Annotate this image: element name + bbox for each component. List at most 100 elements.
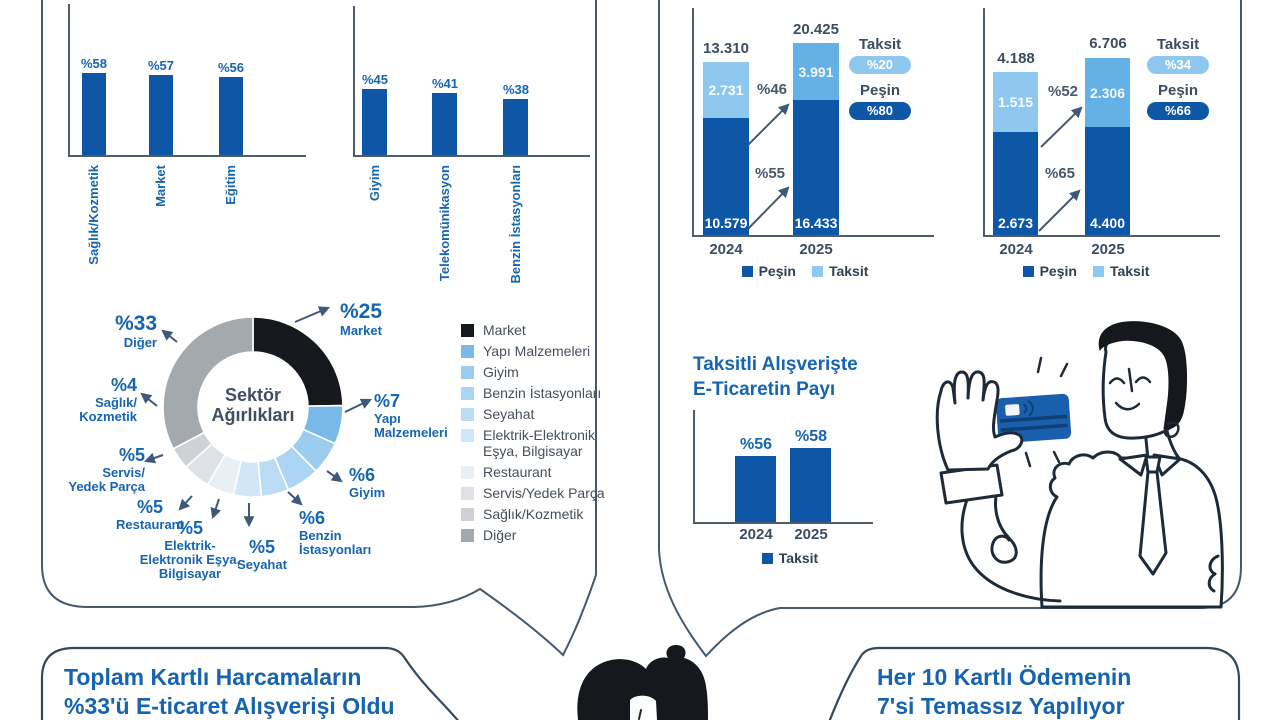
man-neck-right xyxy=(1165,429,1181,460)
growth-label-pesin: %55 xyxy=(754,165,786,182)
legend-item: Taksit xyxy=(811,263,868,279)
card-sparkles xyxy=(1024,356,1069,468)
speech-bubble-text-bottom-left: Toplam Kartlı Harcamaların %33'ü E-ticar… xyxy=(64,664,395,719)
bar-value-label: %45 xyxy=(361,72,389,87)
bar-telekomunikasyon xyxy=(432,93,457,155)
bar-2025 xyxy=(790,448,831,522)
chart-installment-ecommerce-share: Taksitli Alışverişte E-Ticaretin Payı %5… xyxy=(690,345,900,580)
legend-item: Seyahat xyxy=(461,406,626,422)
chart-legend: Peşin Taksit xyxy=(1001,263,1171,279)
x-axis-label: 2025 xyxy=(1091,241,1125,258)
legend-swatch xyxy=(461,324,474,337)
chart-card-spend-stacked-right: 4.188 6.706 1.515 2.673 2.306 4.400 %52 … xyxy=(975,0,1265,290)
badge-label-pesin: Peşin xyxy=(859,82,901,99)
card-chip xyxy=(1005,404,1020,416)
donut-callout-seyahat: %5 Seyahat xyxy=(237,537,287,572)
chart-sector-bars-left: %58 %57 %56 Sağlık/Kozmetik Market Eğiti… xyxy=(0,0,320,290)
bar-egitim xyxy=(219,77,243,155)
legend-swatch xyxy=(461,387,474,400)
man-eye-right xyxy=(1134,376,1152,384)
chart-axes xyxy=(68,4,306,157)
legend-swatch xyxy=(811,265,823,277)
man-pocket-squiggle xyxy=(1207,554,1220,593)
bar-value-label: %38 xyxy=(502,82,530,97)
donut-callout-restaurant: %5 Restaurant xyxy=(116,497,184,532)
speech-bubble-outline-top-right xyxy=(658,0,1242,658)
chart-card-spend-stacked-left: 13.310 20.425 2.731 10.579 3.991 16.433 … xyxy=(680,0,980,290)
legend-swatch xyxy=(461,466,474,479)
legend-swatch xyxy=(461,487,474,500)
man-arm-curl xyxy=(990,487,1018,564)
legend-item: Elektrik-Elektronik Eşya, Bilgisayar xyxy=(461,427,626,459)
x-axis-label: Market xyxy=(153,165,168,207)
x-axis-label: 2024 xyxy=(739,526,773,543)
bar-2024 xyxy=(735,456,776,522)
bar-giyim xyxy=(362,89,387,155)
speech-bubble-text-bottom-right: Her 10 Kartlı Ödemenin 7'si Temassız Yap… xyxy=(877,664,1132,719)
x-axis-label: 2025 xyxy=(794,526,828,543)
chart-legend: Peşin Taksit xyxy=(720,263,890,279)
bar-value-label: %56 xyxy=(739,436,773,453)
x-axis-label: 2024 xyxy=(709,241,743,258)
chart-axes xyxy=(693,410,873,524)
donut-segment xyxy=(162,316,254,450)
woman-face xyxy=(630,695,657,720)
speech-bubble-outline-top-left xyxy=(41,0,597,657)
donut-callout-benzin-istasyonlari: %6 Benzin İstasyonları xyxy=(299,508,372,557)
badge-value-taksit: %20 xyxy=(849,56,911,74)
legend-item: Peşin xyxy=(1022,263,1077,279)
legend-item: Servis/Yedek Parça xyxy=(461,485,626,501)
legend-swatch xyxy=(741,265,753,277)
badge-value-pesin: %66 xyxy=(1147,102,1209,120)
legend-item: Market xyxy=(461,322,626,338)
bar-value-label: %56 xyxy=(217,60,245,75)
badge-label-taksit: Taksit xyxy=(858,36,902,53)
speech-bubble-outline-bottom-left xyxy=(40,646,460,720)
legend-item: Peşin xyxy=(741,263,796,279)
legend-swatch xyxy=(461,429,474,442)
donut-callout-market: %25 Market xyxy=(340,300,383,338)
legend-item: Taksit xyxy=(1092,263,1149,279)
legend-swatch xyxy=(461,366,474,379)
speech-bubble-outline-bottom-right xyxy=(828,646,1241,720)
legend-item: Sağlık/Kozmetik xyxy=(461,506,626,522)
x-axis-label: Giyim xyxy=(367,165,382,202)
donut-legend: Market Yapı Malzemeleri Giyim Benzin İst… xyxy=(461,322,626,548)
donut-callout-yapi-malzemeleri: %7 Yapı Malzemeleri xyxy=(374,391,448,440)
x-axis-label: Sağlık/Kozmetik xyxy=(86,165,101,265)
chart-axes xyxy=(983,8,1220,237)
legend-item: Diğer xyxy=(461,527,626,543)
donut-callout-servis-yedek-parca: %5 Servis/ Yedek Parça xyxy=(68,445,145,494)
man-illustration xyxy=(935,321,1224,609)
total-label: 13.310 xyxy=(703,40,749,57)
legend-swatch xyxy=(1092,265,1104,277)
segment-taksit-2024: 1.515 xyxy=(993,72,1038,132)
legend-swatch xyxy=(461,508,474,521)
chart-sector-bars-right: %45 %41 %38 Giyim Telekomünikasyon Benzi… xyxy=(330,0,610,290)
woman-hair xyxy=(577,645,708,720)
growth-arrows xyxy=(745,103,1083,232)
chart-axes xyxy=(353,6,590,157)
chart-title: Taksitli Alışverişte E-Ticaretin Payı xyxy=(693,354,858,400)
legend-swatch xyxy=(461,408,474,421)
segment-taksit-2025: 3.991 xyxy=(793,43,839,100)
man-eye-left xyxy=(1108,377,1126,385)
chart-legend: Taksit xyxy=(730,550,850,566)
bar-saglik-kozmetik xyxy=(82,73,106,155)
x-axis-label: Telekomünikasyon xyxy=(437,165,452,282)
bar-value-label: %57 xyxy=(147,58,175,73)
total-label: 20.425 xyxy=(793,21,839,38)
man-arm-outer xyxy=(960,495,1062,603)
sector-weights-donut xyxy=(162,316,344,498)
legend-item: Taksit xyxy=(761,550,818,566)
share-badges: Taksit %34 Peşin %66 xyxy=(1143,36,1213,128)
man-tie-knot xyxy=(1144,455,1162,474)
woman-illustration xyxy=(577,645,708,720)
x-axis-label: Benzin İstasyonları xyxy=(508,165,523,284)
segment-pesin-2024: 10.579 xyxy=(703,118,749,235)
man-hand xyxy=(935,370,1024,472)
bar-value-label: %58 xyxy=(80,56,108,71)
growth-label-pesin: %65 xyxy=(1044,165,1076,182)
